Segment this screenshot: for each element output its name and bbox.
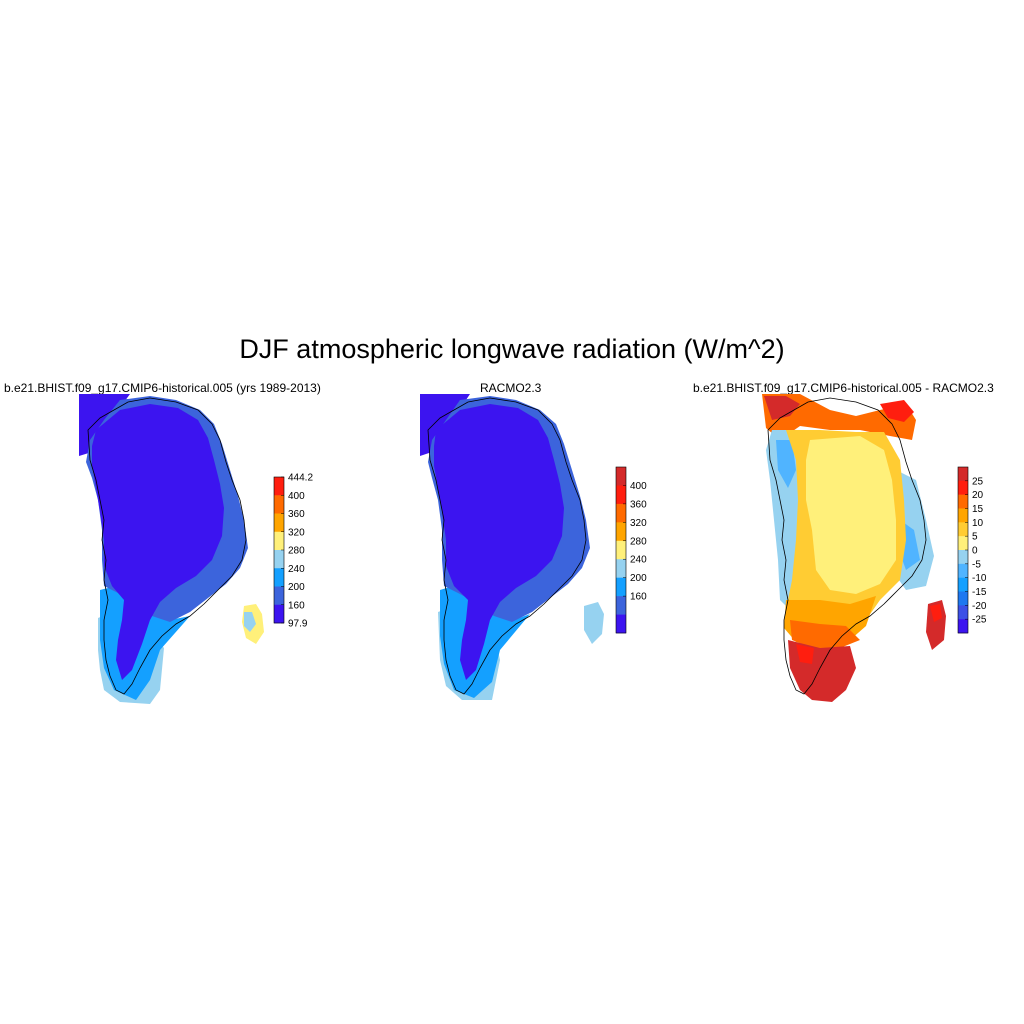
colorbar-tick-label: 200: [288, 582, 305, 593]
map-region: [790, 620, 860, 648]
colorbar-swatch: [274, 586, 284, 606]
colorbar-tick-label: 25: [972, 476, 984, 487]
colorbar-swatch: [616, 540, 626, 560]
colorbar-swatch: [274, 495, 284, 514]
colorbar-tick-label: 400: [288, 491, 305, 502]
map-region: [930, 604, 942, 622]
colorbar-tick-label: 280: [288, 546, 305, 557]
colorbar-tick-label: 280: [630, 536, 647, 547]
colorbar-swatch: [274, 604, 284, 624]
panel-1-title: b.e21.BHIST.f09_g17.CMIP6-historical.005…: [4, 381, 321, 395]
colorbar-swatch: [958, 480, 968, 495]
panel-2-map: [420, 394, 604, 700]
colorbar-swatch: [616, 577, 626, 597]
colorbar-tick-label: 200: [630, 573, 647, 584]
colorbar-swatch: [958, 591, 968, 606]
map-region: [92, 404, 224, 680]
colorbar-swatch: [958, 563, 968, 578]
colorbar-tick-label: 0: [972, 546, 978, 557]
colorbar-swatch: [958, 605, 968, 620]
colorbar-swatch: [616, 614, 626, 634]
colorbar-tick-label: 5: [972, 532, 978, 543]
colorbar-tick-label: -5: [972, 559, 981, 570]
colorbar-tick-label: -10: [972, 573, 987, 584]
panel-3-map: [762, 394, 946, 702]
colorbar-panel-3: 25 20 15 10 5 0 -5 -10 -15 -20 -25: [957, 466, 987, 634]
colorbar-border: [615, 466, 627, 634]
colorbar-swatch: [274, 568, 284, 587]
colorbar-swatch: [274, 531, 284, 551]
colorbar-tick-label: 320: [288, 527, 305, 538]
colorbar-swatch: [274, 477, 284, 496]
colorbar-tick-label: -15: [972, 587, 987, 598]
colorbar-panel-1: 444.2 400 360 320 280 240 200 160 97.9: [273, 473, 313, 630]
colorbar-tick-label: 10: [972, 518, 984, 529]
colorbar-tick-label: 360: [630, 499, 647, 510]
colorbar-tick-label: 400: [630, 481, 647, 492]
colorbar-swatch: [958, 619, 968, 634]
colorbar-tick-label: -20: [972, 601, 987, 612]
colorbar-swatch: [616, 596, 626, 615]
colorbar-swatch: [616, 485, 626, 505]
colorbar-tick-label: 240: [288, 564, 305, 575]
colorbar-swatch: [958, 577, 968, 592]
map-region: [244, 612, 256, 632]
panel-1-map: [79, 394, 264, 704]
colorbar-tick-label: 97.9: [288, 619, 308, 630]
colorbar-tick-label: 20: [972, 490, 984, 501]
panel-2-title: RACMO2.3: [480, 381, 542, 395]
map-region: [764, 396, 800, 420]
map-region: [440, 584, 530, 698]
colorbar-tick-label: 360: [288, 509, 305, 520]
map-region: [762, 394, 916, 440]
colorbar-swatch: [958, 550, 968, 565]
colorbar-swatch: [958, 467, 968, 482]
map-region: [434, 404, 564, 680]
figure-title: DJF atmospheric longwave radiation (W/m^…: [239, 334, 785, 364]
colorbar-tick-label: 320: [630, 518, 647, 529]
colorbar-tick-label: 160: [288, 600, 305, 611]
colorbar-panel-2: 400 360 320 280 240 200 160: [615, 466, 647, 634]
colorbar-swatch: [958, 536, 968, 551]
colorbar-swatch: [274, 513, 284, 533]
map-region: [806, 436, 896, 594]
colorbar-tick-label: 444.2: [288, 473, 313, 484]
colorbar-tick-label: 240: [630, 555, 647, 566]
map-region: [796, 644, 814, 664]
colorbar-tick-label: 15: [972, 504, 984, 515]
map-region: [584, 602, 604, 644]
colorbar-tick-label: 160: [630, 592, 647, 603]
colorbar-swatch: [616, 522, 626, 542]
colorbar-swatch: [616, 559, 626, 578]
colorbar-swatch: [958, 508, 968, 523]
colorbar-swatch: [616, 467, 626, 486]
map-region: [880, 400, 914, 422]
colorbar-swatch: [616, 503, 626, 523]
colorbar-swatch: [958, 522, 968, 537]
colorbar-swatch: [274, 550, 284, 569]
colorbar-swatch: [958, 494, 968, 509]
colorbar-tick-label: -25: [972, 615, 987, 626]
panel-3-title: b.e21.BHIST.f09_g17.CMIP6-historical.005…: [693, 381, 994, 395]
map-region: [776, 440, 796, 488]
